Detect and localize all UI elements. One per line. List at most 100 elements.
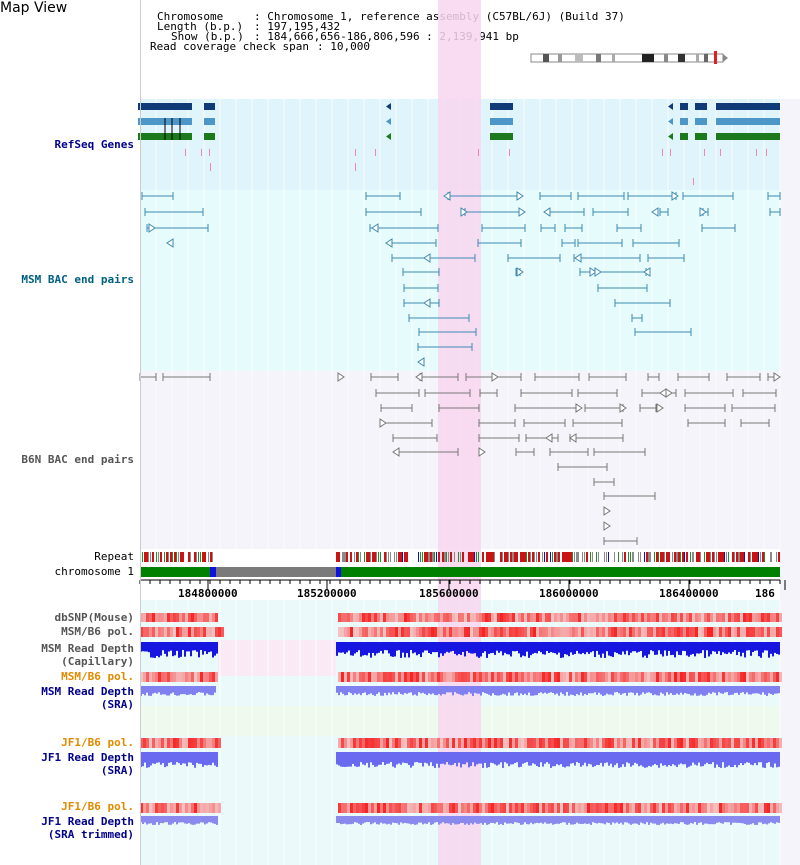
depth-bar bbox=[518, 752, 520, 768]
label-msm-depth-capillary-sub: (Capillary) bbox=[61, 655, 134, 668]
depth-bar bbox=[500, 686, 502, 695]
depth-bar bbox=[546, 816, 548, 824]
depth-bar bbox=[556, 816, 558, 824]
depth-bar bbox=[514, 686, 516, 694]
heat-cell bbox=[692, 672, 695, 682]
repeat-element bbox=[624, 552, 626, 562]
depth-bar bbox=[778, 686, 780, 694]
heat-cell bbox=[752, 738, 755, 748]
heat-cell bbox=[206, 627, 209, 637]
heat-cell bbox=[350, 803, 353, 813]
bac-end-marker bbox=[643, 267, 651, 277]
repeat-element bbox=[650, 552, 651, 562]
heat-cell bbox=[650, 672, 653, 682]
heat-cell bbox=[689, 803, 692, 813]
heat-cell bbox=[149, 672, 152, 682]
heat-cell bbox=[203, 803, 206, 813]
depth-bar bbox=[576, 642, 578, 651]
depth-bar bbox=[584, 686, 586, 695]
repeat-element bbox=[558, 552, 560, 562]
repeat-element bbox=[144, 552, 146, 562]
heat-cell bbox=[458, 803, 461, 813]
depth-bar bbox=[432, 686, 434, 694]
depth-bar bbox=[178, 642, 180, 658]
heat-cell bbox=[572, 803, 575, 813]
heat-cell bbox=[386, 613, 389, 622]
heat-cell bbox=[668, 803, 671, 813]
depth-bar bbox=[442, 686, 444, 694]
depth-bar bbox=[596, 816, 598, 824]
heat-cell bbox=[551, 613, 554, 622]
depth-bar bbox=[490, 686, 492, 696]
heat-cell bbox=[758, 672, 761, 682]
heat-cell bbox=[698, 613, 701, 622]
heat-cell bbox=[395, 613, 398, 622]
depth-bar bbox=[146, 752, 148, 768]
depth-bar bbox=[620, 816, 622, 823]
depth-bar bbox=[564, 642, 566, 655]
heat-cell bbox=[464, 672, 467, 682]
heat-cell bbox=[701, 672, 704, 682]
heat-cell bbox=[560, 803, 563, 813]
depth-bar bbox=[464, 816, 466, 825]
depth-bar bbox=[180, 642, 182, 657]
heat-cell bbox=[362, 613, 365, 622]
heat-cell bbox=[554, 738, 557, 748]
repeat-element bbox=[526, 552, 527, 562]
heat-cell bbox=[350, 627, 353, 637]
repeat-element bbox=[370, 552, 371, 562]
repeat-element bbox=[454, 552, 455, 562]
depth-bar bbox=[522, 816, 524, 825]
depth-bar bbox=[546, 686, 548, 694]
heat-cell bbox=[407, 627, 410, 637]
heat-cell bbox=[539, 613, 542, 622]
depth-bar bbox=[778, 642, 780, 655]
heat-cell bbox=[191, 738, 194, 748]
repeat-element bbox=[446, 552, 447, 562]
heat-cell bbox=[755, 672, 758, 682]
repeat-element bbox=[424, 552, 426, 562]
depth-bar bbox=[350, 752, 352, 767]
depth-bar bbox=[174, 686, 176, 695]
depth-bar bbox=[150, 816, 152, 824]
repeat-element bbox=[520, 552, 522, 562]
heat-cell bbox=[140, 627, 143, 637]
depth-bar bbox=[562, 642, 564, 658]
depth-bar bbox=[612, 752, 614, 768]
heat-cell bbox=[455, 803, 458, 813]
bac-end-marker bbox=[589, 267, 597, 277]
depth-bar bbox=[472, 816, 474, 825]
depth-bar bbox=[590, 752, 592, 765]
heat-cell bbox=[146, 613, 149, 622]
depth-bar bbox=[412, 642, 414, 654]
heat-cell bbox=[551, 738, 554, 748]
depth-bar bbox=[410, 686, 412, 693]
depth-bar bbox=[574, 752, 576, 766]
repeat-element bbox=[208, 552, 209, 562]
depth-bar bbox=[198, 686, 200, 693]
transcript-tick bbox=[756, 149, 757, 156]
label-msm-depth-sra: MSM Read Depth bbox=[41, 685, 134, 698]
depth-bar bbox=[634, 816, 636, 824]
heat-cell bbox=[473, 672, 476, 682]
depth-bar bbox=[776, 816, 778, 823]
depth-bar bbox=[654, 642, 656, 655]
depth-bar bbox=[440, 816, 442, 824]
heat-cell bbox=[206, 613, 209, 622]
depth-bar bbox=[158, 816, 160, 825]
depth-bar bbox=[394, 816, 396, 823]
heat-cell bbox=[683, 738, 686, 748]
depth-bar bbox=[756, 686, 758, 694]
bac-end-marker bbox=[417, 357, 425, 367]
depth-bar bbox=[558, 816, 560, 824]
repeat-element bbox=[174, 552, 176, 562]
heat-cell bbox=[593, 627, 596, 637]
depth-bar bbox=[484, 642, 486, 652]
depth-bar bbox=[536, 686, 538, 696]
repeat-element bbox=[366, 552, 368, 562]
depth-bar bbox=[750, 816, 752, 825]
depth-bar bbox=[580, 642, 582, 655]
heat-cell bbox=[590, 672, 593, 682]
heat-cell bbox=[599, 613, 602, 622]
